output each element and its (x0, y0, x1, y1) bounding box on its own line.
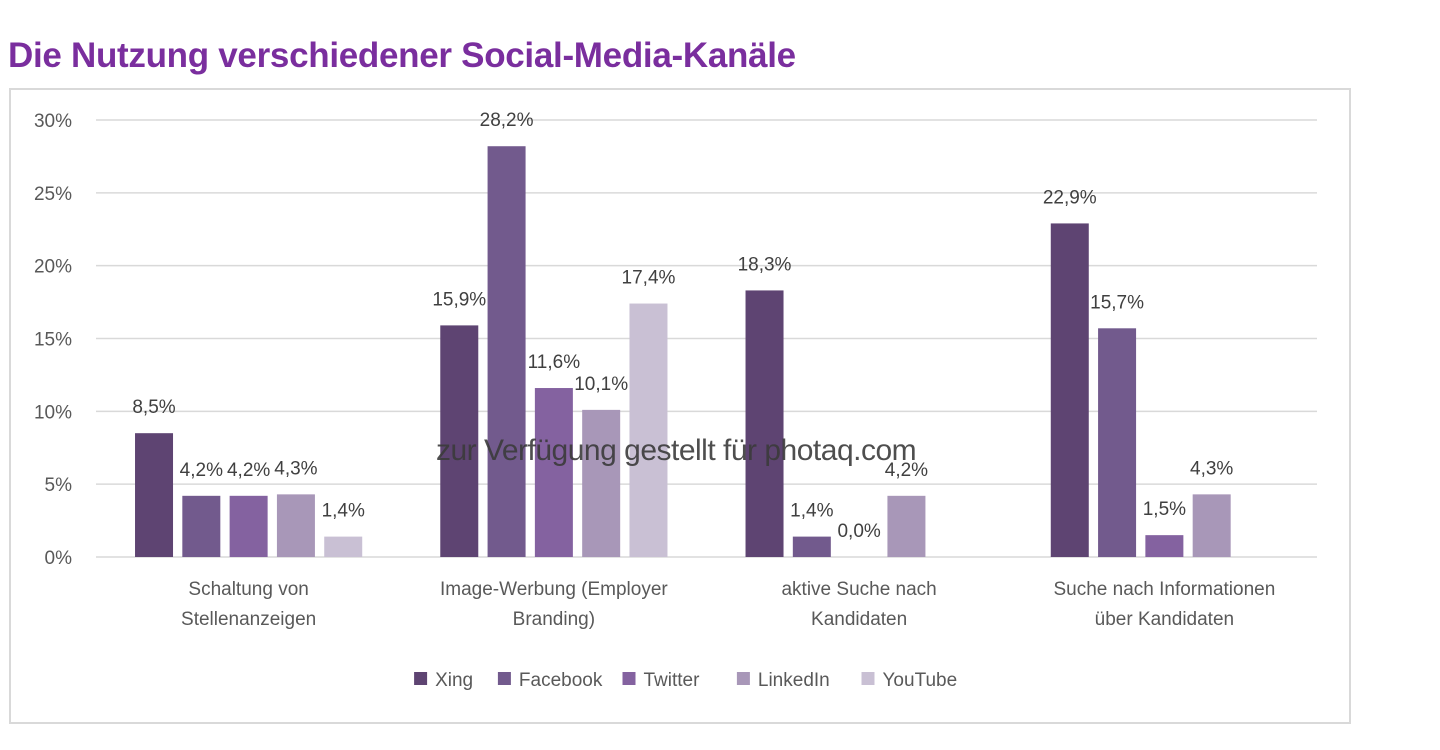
data-label: 4,2% (885, 460, 928, 481)
x-tick-label: aktive Suche nach (781, 579, 936, 600)
legend-label-linkedin: LinkedIn (758, 670, 830, 691)
data-label: 8,5% (132, 397, 175, 418)
watermark: zur Verfügung gestellt für photaq.com (436, 434, 917, 467)
x-tick-label: Stellenanzeigen (181, 609, 316, 630)
bar-youtube (629, 303, 668, 557)
x-tick-label: Image-Werbung (Employer (440, 579, 668, 600)
data-label: 1,4% (790, 501, 833, 522)
bar-twitter (534, 388, 573, 557)
bar-xing (1050, 223, 1089, 557)
legend-label-twitter: Twitter (644, 670, 701, 691)
bar-xing (135, 433, 174, 557)
y-tick-label: 15% (34, 330, 72, 351)
legend-swatch-twitter (622, 672, 636, 685)
legend-label-xing: Xing (435, 670, 473, 691)
x-tick-label: Branding) (513, 609, 595, 630)
y-tick-label: 10% (34, 402, 72, 423)
data-label: 11,6% (528, 352, 581, 373)
data-label: 0,0% (837, 521, 880, 542)
data-label: 4,3% (274, 458, 317, 479)
bar-youtube (324, 536, 363, 557)
data-label: 10,1% (574, 374, 628, 395)
data-label: 22,9% (1043, 187, 1097, 208)
legend-swatch-facebook (497, 672, 511, 685)
bar-facebook (487, 146, 526, 557)
chart-title: Die Nutzung verschiedener Social-Media-K… (8, 36, 796, 75)
data-label: 28,2% (480, 110, 534, 131)
bar-twitter (1145, 535, 1184, 557)
data-label: 4,3% (1190, 458, 1233, 479)
bar-twitter (229, 495, 268, 557)
bar-xing (745, 290, 784, 557)
bar-facebook (182, 495, 221, 557)
legend-swatch-linkedin (736, 672, 750, 685)
data-label: 15,7% (1090, 292, 1144, 313)
legend-swatch-xing (414, 672, 428, 685)
y-tick-label: 20% (34, 257, 72, 278)
data-label: 18,3% (738, 254, 792, 275)
y-tick-label: 0% (45, 548, 73, 569)
data-label: 17,4% (622, 268, 676, 289)
data-label: 4,2% (227, 460, 270, 481)
bar-linkedin (1192, 494, 1231, 557)
y-tick-label: 25% (34, 184, 72, 205)
bar-facebook (792, 536, 831, 557)
y-tick-label: 5% (45, 475, 73, 496)
legend-swatch-youtube (861, 672, 875, 685)
y-tick-label: 30% (34, 111, 72, 132)
data-label: 1,5% (1143, 499, 1186, 520)
x-tick-label: Suche nach Informationen (1053, 579, 1275, 600)
x-tick-label: über Kandidaten (1095, 609, 1234, 630)
bar-xing (440, 325, 479, 557)
legend-label-youtube: YouTube (883, 670, 958, 691)
data-label: 15,9% (432, 289, 486, 310)
bar-linkedin (582, 409, 621, 557)
bar-linkedin (887, 495, 926, 557)
data-label: 4,2% (180, 460, 223, 481)
bar-facebook (1098, 328, 1137, 557)
x-tick-label: Kandidaten (811, 609, 907, 630)
x-tick-label: Schaltung von (188, 579, 308, 600)
bar-linkedin (276, 494, 315, 557)
legend-label-facebook: Facebook (519, 670, 603, 691)
data-label: 1,4% (322, 501, 365, 522)
